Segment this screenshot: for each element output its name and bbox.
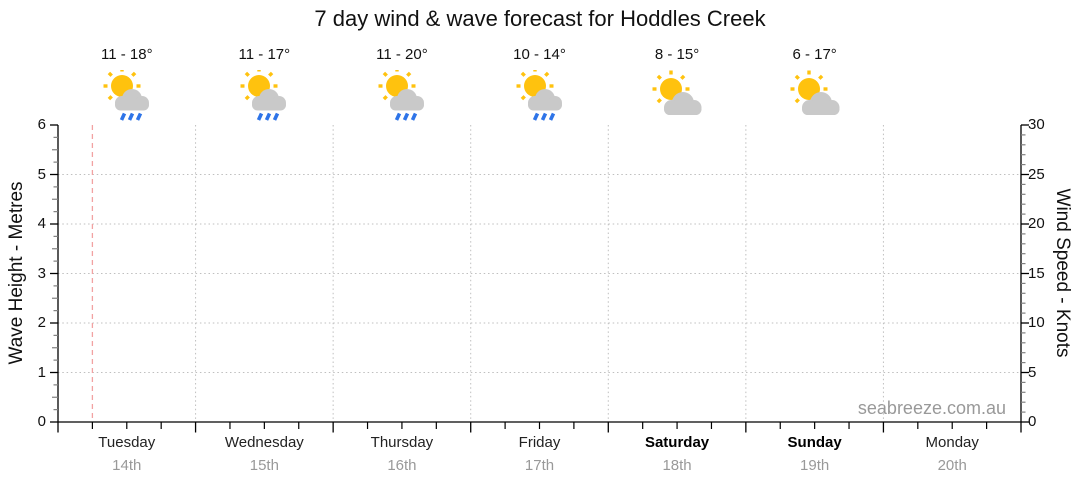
sun-cloud-rain-icon — [240, 70, 287, 121]
day-name: Friday — [518, 434, 561, 451]
chart-title: 7 day wind & wave forecast for Hoddles C… — [314, 6, 766, 31]
wind-axis-tick-label: 15 — [1028, 264, 1045, 282]
day-date: 17th — [524, 457, 555, 474]
day-date: 14th — [112, 457, 142, 474]
sun-cloud-icon — [790, 70, 840, 115]
wind-axis-tick-label: 10 — [1028, 314, 1045, 331]
day-date: 19th — [800, 457, 830, 474]
wave-axis-tick-label: 4 — [37, 215, 46, 232]
wave-axis-tick-label: 3 — [37, 264, 46, 282]
sun-cloud-rain-icon — [516, 70, 562, 121]
wave-axis-tick-label: 6 — [37, 116, 46, 133]
day-name: Thursday — [370, 434, 434, 451]
day-date: 18th — [662, 457, 692, 474]
day-temp-range: 8 - 15° — [654, 46, 700, 63]
wind-axis-tick-label: 0 — [1028, 413, 1037, 430]
sun-cloud-icon — [652, 70, 702, 115]
wind-axis-tick-label: 25 — [1028, 165, 1045, 183]
watermark: seabreeze.com.au — [857, 398, 1006, 418]
sun-cloud-rain-icon — [103, 70, 149, 121]
day-name: Tuesday — [98, 434, 156, 451]
day-temp-range: 6 - 17° — [792, 46, 837, 63]
day-date: 16th — [387, 457, 417, 474]
day-name: Wednesday — [224, 434, 304, 451]
day-date: 20th — [937, 457, 967, 474]
wind-axis-tick-label: 20 — [1028, 215, 1045, 232]
day-temp-range: 11 - 17° — [238, 46, 291, 63]
day-temp-range: 11 - 18° — [100, 46, 153, 63]
day-name: Saturday — [644, 434, 710, 451]
day-name: Sunday — [787, 434, 842, 451]
wind-axis-tick-label: 30 — [1028, 116, 1045, 133]
wave-axis-tick-label: 5 — [37, 165, 46, 183]
wind-axis-tick-label: 5 — [1028, 363, 1037, 381]
day-date: 15th — [249, 457, 279, 474]
day-name: Monday — [925, 434, 979, 451]
sun-cloud-rain-icon — [378, 70, 424, 121]
wave-axis-tick-label: 0 — [37, 413, 46, 430]
day-temp-range: 11 - 20° — [376, 46, 428, 63]
day-temp-range: 10 - 14° — [513, 46, 566, 63]
wave-axis-tick-label: 2 — [37, 314, 46, 331]
wave-axis-tick-label: 1 — [37, 363, 46, 381]
